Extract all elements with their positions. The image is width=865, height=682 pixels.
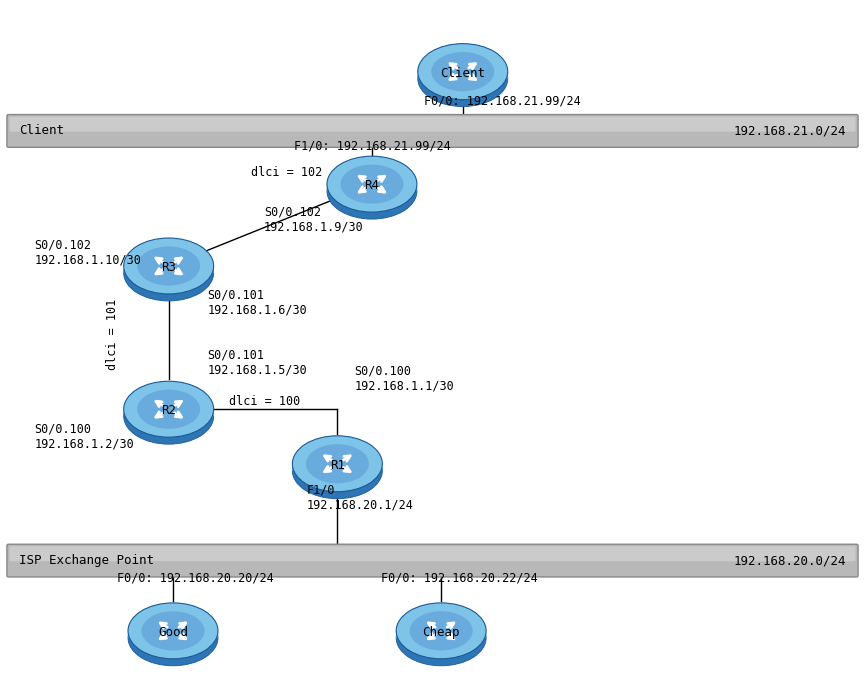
Ellipse shape xyxy=(124,381,214,437)
Polygon shape xyxy=(124,266,214,273)
Text: F0/0: 192.168.20.20/24: F0/0: 192.168.20.20/24 xyxy=(117,572,273,584)
Text: R3: R3 xyxy=(161,261,176,274)
FancyBboxPatch shape xyxy=(10,117,855,132)
Ellipse shape xyxy=(410,611,472,651)
Text: S0/0.102
192.168.1.9/30: S0/0.102 192.168.1.9/30 xyxy=(264,205,363,234)
Ellipse shape xyxy=(128,610,218,666)
Polygon shape xyxy=(327,184,417,191)
Text: S0/0.101
192.168.1.6/30: S0/0.101 192.168.1.6/30 xyxy=(208,288,307,317)
Polygon shape xyxy=(292,464,382,471)
Text: S0/0.100
192.168.1.2/30: S0/0.100 192.168.1.2/30 xyxy=(35,422,134,451)
Text: Client: Client xyxy=(19,124,64,138)
Polygon shape xyxy=(396,631,486,638)
Text: S0/0.102
192.168.1.10/30: S0/0.102 192.168.1.10/30 xyxy=(35,238,142,267)
Text: Good: Good xyxy=(158,626,188,639)
Ellipse shape xyxy=(327,156,417,212)
Text: S0/0.101
192.168.1.5/30: S0/0.101 192.168.1.5/30 xyxy=(208,349,307,377)
Text: dlci = 100: dlci = 100 xyxy=(229,394,300,408)
Text: dlci = 102: dlci = 102 xyxy=(251,166,322,179)
Ellipse shape xyxy=(418,44,508,100)
Text: R2: R2 xyxy=(161,404,176,417)
Polygon shape xyxy=(418,72,508,78)
Text: F0/0: 192.168.20.22/24: F0/0: 192.168.20.22/24 xyxy=(381,572,537,584)
Ellipse shape xyxy=(432,52,494,91)
Ellipse shape xyxy=(418,50,508,106)
Ellipse shape xyxy=(306,444,368,484)
Text: 192.168.20.0/24: 192.168.20.0/24 xyxy=(734,554,846,567)
Text: ISP Exchange Point: ISP Exchange Point xyxy=(19,554,154,567)
Ellipse shape xyxy=(292,443,382,499)
Text: Client: Client xyxy=(440,67,485,80)
Ellipse shape xyxy=(124,238,214,294)
Text: dlci = 101: dlci = 101 xyxy=(106,299,119,370)
Ellipse shape xyxy=(341,164,403,204)
FancyBboxPatch shape xyxy=(7,544,858,577)
Ellipse shape xyxy=(138,389,200,429)
Polygon shape xyxy=(128,631,218,638)
Text: 192.168.21.0/24: 192.168.21.0/24 xyxy=(734,124,846,138)
Text: Cheap: Cheap xyxy=(422,626,460,639)
Text: F0/0: 192.168.21.99/24: F0/0: 192.168.21.99/24 xyxy=(424,94,580,107)
Text: F1/0
192.168.20.1/24: F1/0 192.168.20.1/24 xyxy=(307,484,414,512)
Ellipse shape xyxy=(128,603,218,659)
Ellipse shape xyxy=(396,610,486,666)
Ellipse shape xyxy=(327,163,417,219)
Ellipse shape xyxy=(124,245,214,301)
Text: S0/0.100
192.168.1.1/30: S0/0.100 192.168.1.1/30 xyxy=(355,364,454,393)
FancyBboxPatch shape xyxy=(10,546,855,561)
Text: F1/0: 192.168.21.99/24: F1/0: 192.168.21.99/24 xyxy=(294,139,451,152)
Text: R1: R1 xyxy=(330,459,345,472)
Ellipse shape xyxy=(124,388,214,444)
Polygon shape xyxy=(124,409,214,416)
Ellipse shape xyxy=(396,603,486,659)
FancyBboxPatch shape xyxy=(7,115,858,147)
Ellipse shape xyxy=(142,611,204,651)
Text: R4: R4 xyxy=(364,179,380,192)
Ellipse shape xyxy=(292,436,382,492)
Ellipse shape xyxy=(138,246,200,286)
